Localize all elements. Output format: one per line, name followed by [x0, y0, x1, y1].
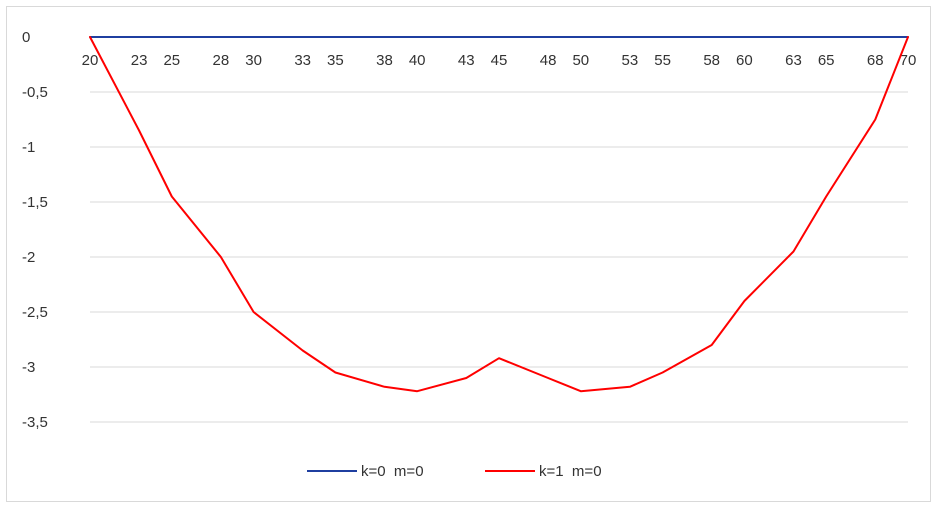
x-tick-label: 33 — [294, 52, 311, 69]
x-tick-label: 28 — [213, 52, 230, 69]
y-tick-label: -1 — [22, 139, 35, 156]
x-tick-label: 63 — [785, 52, 802, 69]
x-tick-label: 58 — [703, 52, 720, 69]
y-axis-ticks: 0 -0,5 -1 -1,5 -2 -2,5 -3 -3,5 — [22, 29, 48, 431]
x-tick-label: 50 — [572, 52, 589, 69]
legend: k=0 m=0 k=1 m=0 — [307, 463, 602, 480]
legend-label: k=1 m=0 — [539, 463, 602, 480]
y-tick-label: -3,5 — [22, 414, 48, 431]
series-line-2 — [90, 37, 908, 391]
y-tick-label: -2,5 — [22, 304, 48, 321]
y-tick-label: -0,5 — [22, 84, 48, 101]
y-tick-label: -3 — [22, 359, 35, 376]
legend-label: k=0 m=0 — [361, 463, 424, 480]
x-tick-label: 45 — [491, 52, 508, 69]
series-lines — [90, 37, 908, 391]
x-tick-label: 25 — [163, 52, 180, 69]
x-tick-label: 48 — [540, 52, 557, 69]
x-tick-label: 38 — [376, 52, 393, 69]
y-tick-label: -2 — [22, 249, 35, 266]
x-tick-label: 55 — [654, 52, 671, 69]
x-tick-label: 60 — [736, 52, 753, 69]
x-tick-label: 30 — [245, 52, 262, 69]
x-tick-label: 20 — [82, 52, 99, 69]
x-tick-label: 53 — [622, 52, 639, 69]
x-tick-label: 65 — [818, 52, 835, 69]
x-tick-label: 70 — [900, 52, 917, 69]
y-tick-label: -1,5 — [22, 194, 48, 211]
x-tick-label: 68 — [867, 52, 884, 69]
x-tick-label: 23 — [131, 52, 148, 69]
x-tick-label: 35 — [327, 52, 344, 69]
x-axis-ticks: 20 23 25 28 30 33 35 38 40 43 45 48 50 53 55 58 60 63 65 68… — [82, 52, 917, 69]
x-tick-label: 43 — [458, 52, 475, 69]
gridlines — [90, 37, 908, 422]
x-tick-label: 40 — [409, 52, 426, 69]
y-tick-label: 0 — [22, 29, 30, 46]
